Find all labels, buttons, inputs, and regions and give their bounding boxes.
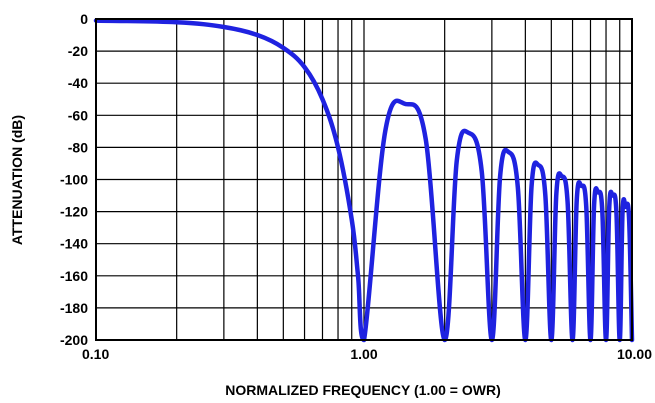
x-tick-labels: 0.10 1.00 10.00 (82, 346, 652, 362)
y-tick-label: -120 (60, 204, 88, 220)
y-tick-labels: 0-20-40-60-80-100-120-140-160-180-200 (60, 11, 88, 348)
x-tick-label: 1.00 (350, 346, 377, 362)
y-tick-label: -160 (60, 268, 88, 284)
y-tick-label: -20 (68, 43, 88, 59)
x-tick-label: 10.00 (617, 346, 652, 362)
y-tick-label: -100 (60, 172, 88, 188)
y-tick-label: -180 (60, 300, 88, 316)
y-tick-label: -40 (68, 75, 88, 91)
y-tick-label: -80 (68, 139, 88, 155)
y-axis-title: ATTENUATION (dB) (9, 115, 25, 245)
y-tick-label: -140 (60, 236, 88, 252)
y-tick-label: 0 (80, 11, 88, 27)
y-tick-label: -60 (68, 107, 88, 123)
x-axis-title: NORMALIZED FREQUENCY (1.00 = OWR) (225, 382, 501, 398)
x-tick-label: 0.10 (82, 346, 109, 362)
